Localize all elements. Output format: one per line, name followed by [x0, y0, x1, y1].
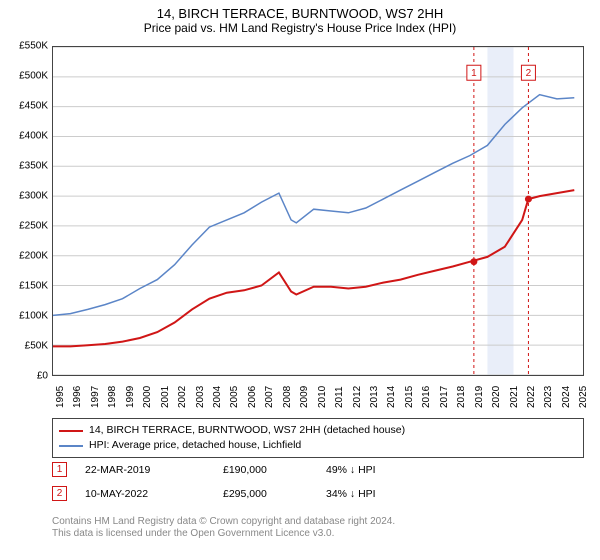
legend-item: HPI: Average price, detached house, Lich…	[59, 438, 577, 453]
xtick-label: 2008	[282, 386, 293, 408]
chart-subtitle: Price paid vs. HM Land Registry's House …	[0, 21, 600, 39]
xtick-label: 1999	[125, 386, 136, 408]
transaction-diff: 34% ↓ HPI	[326, 488, 426, 500]
transaction-date: 22-MAR-2019	[85, 464, 205, 476]
xtick-label: 2009	[299, 386, 310, 408]
xtick-label: 2021	[509, 386, 520, 408]
chart-plot-area: 12	[52, 46, 584, 376]
transaction-marker: 1	[52, 462, 67, 477]
legend-label: 14, BIRCH TERRACE, BURNTWOOD, WS7 2HH (d…	[89, 423, 405, 438]
svg-text:2: 2	[526, 68, 532, 79]
transaction-price: £295,000	[223, 488, 308, 500]
legend-item: 14, BIRCH TERRACE, BURNTWOOD, WS7 2HH (d…	[59, 423, 577, 438]
transaction-row-1: 1 22-MAR-2019 £190,000 49% ↓ HPI	[52, 462, 584, 477]
xtick-label: 2006	[247, 386, 258, 408]
ytick-label: £350K	[0, 161, 48, 172]
xtick-label: 2011	[334, 386, 345, 408]
fineprint: Contains HM Land Registry data © Crown c…	[52, 516, 584, 540]
transaction-price: £190,000	[223, 464, 308, 476]
svg-text:1: 1	[471, 68, 477, 79]
ytick-label: £150K	[0, 281, 48, 292]
xtick-label: 1996	[72, 386, 83, 408]
xtick-label: 2004	[212, 386, 223, 408]
ytick-label: £100K	[0, 311, 48, 322]
xtick-label: 2010	[317, 386, 328, 408]
ytick-label: £250K	[0, 221, 48, 232]
ytick-label: £0	[0, 371, 48, 382]
xtick-label: 2012	[352, 386, 363, 408]
legend-swatch	[59, 430, 83, 432]
legend-box: 14, BIRCH TERRACE, BURNTWOOD, WS7 2HH (d…	[52, 418, 584, 458]
transaction-marker: 2	[52, 486, 67, 501]
xtick-label: 2013	[369, 386, 380, 408]
legend-label: HPI: Average price, detached house, Lich…	[89, 438, 301, 453]
xtick-label: 2000	[142, 386, 153, 408]
xtick-label: 2018	[456, 386, 467, 408]
ytick-label: £450K	[0, 101, 48, 112]
xtick-label: 2002	[177, 386, 188, 408]
transaction-date: 10-MAY-2022	[85, 488, 205, 500]
transaction-diff: 49% ↓ HPI	[326, 464, 426, 476]
xtick-label: 2014	[386, 386, 397, 408]
xtick-label: 2024	[561, 386, 572, 408]
xtick-label: 2007	[264, 386, 275, 408]
fineprint-line2: This data is licensed under the Open Gov…	[52, 528, 584, 540]
ytick-label: £50K	[0, 341, 48, 352]
chart-svg: 12	[53, 47, 583, 375]
xtick-label: 2017	[439, 386, 450, 408]
ytick-label: £500K	[0, 71, 48, 82]
xtick-label: 2025	[578, 386, 589, 408]
xtick-label: 2019	[474, 386, 485, 408]
transaction-row-2: 2 10-MAY-2022 £295,000 34% ↓ HPI	[52, 486, 584, 501]
fineprint-line1: Contains HM Land Registry data © Crown c…	[52, 516, 584, 528]
xtick-label: 2023	[543, 386, 554, 408]
legend-swatch	[59, 445, 83, 447]
xtick-label: 1995	[55, 386, 66, 408]
xtick-label: 2022	[526, 386, 537, 408]
xtick-label: 2001	[160, 386, 171, 408]
xtick-label: 2003	[195, 386, 206, 408]
ytick-label: £300K	[0, 191, 48, 202]
xtick-label: 2016	[421, 386, 432, 408]
xtick-label: 1997	[90, 386, 101, 408]
xtick-label: 1998	[107, 386, 118, 408]
xtick-label: 2005	[229, 386, 240, 408]
ytick-label: £200K	[0, 251, 48, 262]
ytick-label: £400K	[0, 131, 48, 142]
ytick-label: £550K	[0, 41, 48, 52]
chart-title: 14, BIRCH TERRACE, BURNTWOOD, WS7 2HH	[0, 0, 600, 21]
xtick-label: 2015	[404, 386, 415, 408]
xtick-label: 2020	[491, 386, 502, 408]
